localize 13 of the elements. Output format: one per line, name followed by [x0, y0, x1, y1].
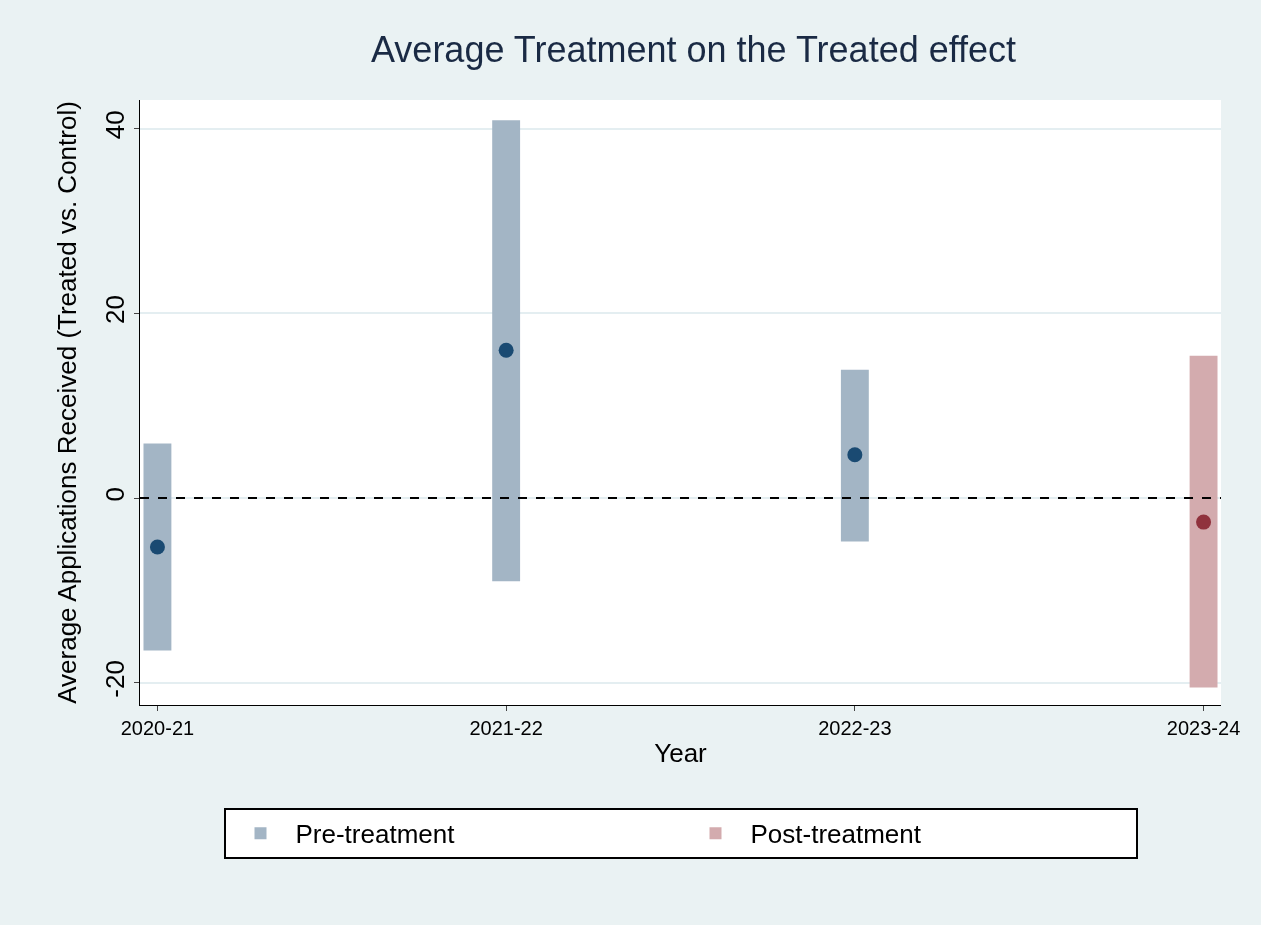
y-axis-title: Average Applications Received (Treated vs. Control): [52, 101, 82, 704]
x-tick-label: 2021-22: [469, 717, 543, 739]
y-tick-label: 20: [99, 295, 130, 324]
legend-label: Pre-treatment: [295, 819, 456, 850]
x-axis-title: Year: [654, 737, 708, 768]
y-tick-label: 40: [99, 110, 130, 140]
x-tick-label: 2020-21: [120, 717, 195, 739]
y-tick-label: -20: [99, 660, 130, 698]
chart-title: Average Treatment on the Treated effect: [371, 29, 1017, 71]
x-tick-label: 2022-23: [818, 717, 892, 739]
x-tick-label: 2023-24: [1166, 717, 1241, 739]
y-tick-label: 0: [99, 486, 130, 502]
legend-label: Post-treatment: [750, 819, 922, 850]
